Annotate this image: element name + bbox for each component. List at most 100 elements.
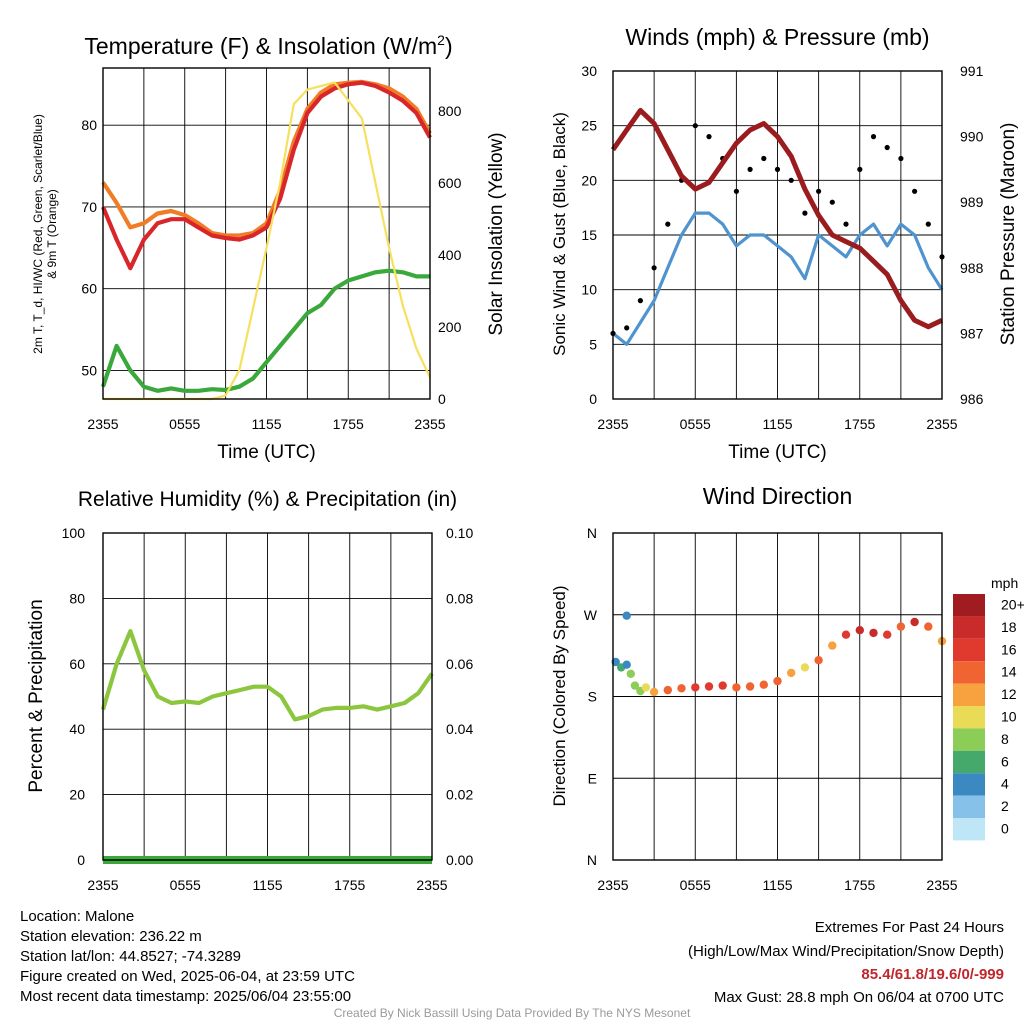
wind-y-tick-label: 15 [581, 227, 597, 243]
colorbar-swatch [953, 750, 985, 774]
colorbar-label: 20+ [1001, 597, 1024, 613]
rh-series-rh [100, 629, 434, 722]
rh-x-tick-label: 2355 [87, 877, 118, 893]
wind-y2-tick-label: 990 [960, 129, 984, 145]
wind-gust-point [816, 188, 822, 194]
wdir-point [732, 683, 741, 692]
wind-gust-point [925, 221, 931, 227]
temp-y2-tick-label: 600 [438, 175, 462, 191]
wind-gust-point [774, 166, 781, 172]
temp-y-tick-label: 80 [81, 117, 97, 133]
wdir-y-axis-label: Direction (Colored By Speed) [550, 585, 569, 806]
wdir-y-tick-label: N [587, 852, 597, 868]
rh-x-tick-label: 2355 [416, 877, 447, 893]
rh-y-tick-label: 100 [62, 525, 86, 541]
wind-gust-point [624, 325, 630, 331]
wind-gust-point [651, 265, 657, 271]
temp-series-t2m [101, 80, 432, 271]
wdir-x-tick-label: 2355 [597, 877, 628, 893]
wind-gust-point [665, 221, 671, 227]
station-elevation: Station elevation: 236.22 m [20, 928, 202, 945]
wind-gust-point [898, 155, 904, 162]
max-gust: Max Gust: 28.8 mph On 06/04 at 0700 UTC [713, 989, 1004, 1006]
wdir-point [869, 628, 878, 638]
temp-x-axis-label: Time (UTC) [217, 442, 316, 463]
credit-line: Created By Nick Bassill Using Data Provi… [333, 1006, 691, 1020]
colorbar-label: 14 [1001, 664, 1017, 680]
temp-x-tick-label: 2355 [87, 416, 118, 432]
colorbar-swatch [953, 661, 985, 684]
temp-y-axis-label-2: & 9m T (Orange) [45, 189, 59, 279]
extremes-legend: (High/Low/Max Wind/Precipitation/Snow De… [688, 943, 1004, 960]
wind-gust-point [912, 188, 918, 194]
data-timestamp: Most recent data timestamp: 2025/06/04 2… [20, 988, 352, 1005]
temp-y2-tick-label: 200 [438, 319, 462, 335]
wind-y-tick-label: 0 [589, 391, 597, 407]
wdir-point [745, 682, 755, 691]
wind-gust-point [802, 210, 808, 216]
wind-x-tick-label: 2355 [597, 416, 628, 432]
colorbar-title: mph [991, 575, 1018, 591]
wind-series-sonic [612, 211, 944, 346]
colorbar-label: 12 [1001, 686, 1017, 702]
temp-y-tick-label: 60 [81, 281, 97, 297]
temp-y2-axis-label: Solar Insolation (Yellow) [486, 132, 507, 335]
wind-y-tick-label: 10 [581, 282, 597, 298]
extremes-values: 85.4/61.8/19.6/0/-999 [861, 966, 1004, 983]
temp-x-tick-label: 0555 [169, 416, 200, 432]
wdir-plot-frame [612, 532, 943, 861]
colorbar-swatch [953, 706, 985, 729]
wind-y2-tick-label: 989 [960, 194, 984, 210]
temp-y2-tick-label: 0 [438, 391, 446, 407]
wind-gust-point [761, 155, 767, 162]
rh-y2-tick-label: 0.02 [446, 787, 473, 803]
colorbar-label: 2 [1001, 798, 1009, 814]
wind-gust-point [857, 166, 863, 172]
temp-y2-tick-label: 400 [438, 247, 462, 263]
rh-plot-frame [102, 532, 433, 861]
wdir-x-tick-label: 1155 [762, 877, 792, 893]
wind-series-pressure [610, 107, 944, 330]
wdir-x-tick-label: 0555 [680, 877, 711, 893]
wind-gust-point [733, 188, 740, 194]
wind-x-tick-label: 2355 [926, 416, 957, 432]
colorbar-label: 16 [1001, 641, 1017, 657]
colorbar-swatch [953, 683, 985, 706]
wind-y2-tick-label: 988 [960, 260, 984, 276]
wdir-point [626, 669, 635, 678]
rh-y2-tick-label: 0.06 [446, 656, 473, 672]
wind-gust-point [829, 199, 835, 205]
wind-plot-frame [612, 70, 943, 400]
rh-y-tick-label: 40 [69, 721, 85, 737]
rh-x-tick-label: 0555 [170, 877, 201, 893]
colorbar-swatch [953, 638, 985, 662]
colorbar-swatch [953, 818, 985, 841]
wdir-point [759, 680, 768, 689]
wind-gust-point [884, 144, 890, 151]
wind-gust-point [637, 298, 644, 304]
wdir-point [883, 630, 892, 639]
rh-y-tick-label: 80 [69, 590, 85, 606]
colorbar-swatch [953, 594, 985, 617]
wdir-chart-title: Wind Direction [703, 483, 853, 509]
wdir-x-tick-label: 1755 [844, 877, 875, 893]
wind-y2-axis-label: Station Pressure (Maroon) [998, 123, 1019, 346]
rh-y2-tick-label: 0.04 [446, 721, 473, 737]
temp-series-td [101, 268, 430, 393]
colorbar-swatch [953, 728, 985, 751]
colorbar-label: 6 [1001, 753, 1009, 769]
extremes-heading: Extremes For Past 24 Hours [814, 919, 1004, 936]
wdir-point [622, 611, 631, 620]
wind-x-tick-label: 1155 [762, 416, 792, 432]
wdir-point [855, 626, 864, 635]
wdir-y-tick-label: N [587, 525, 597, 541]
wind-y-tick-label: 20 [581, 172, 597, 188]
wdir-point [641, 683, 651, 692]
wdir-point [677, 684, 686, 693]
wind-x-tick-label: 1755 [844, 416, 875, 432]
wdir-point [691, 683, 700, 692]
station-latlon: Station lat/lon: 44.8527; -74.3289 [20, 948, 242, 965]
wind-gust-point [788, 177, 794, 183]
colorbar-swatch [953, 616, 985, 639]
